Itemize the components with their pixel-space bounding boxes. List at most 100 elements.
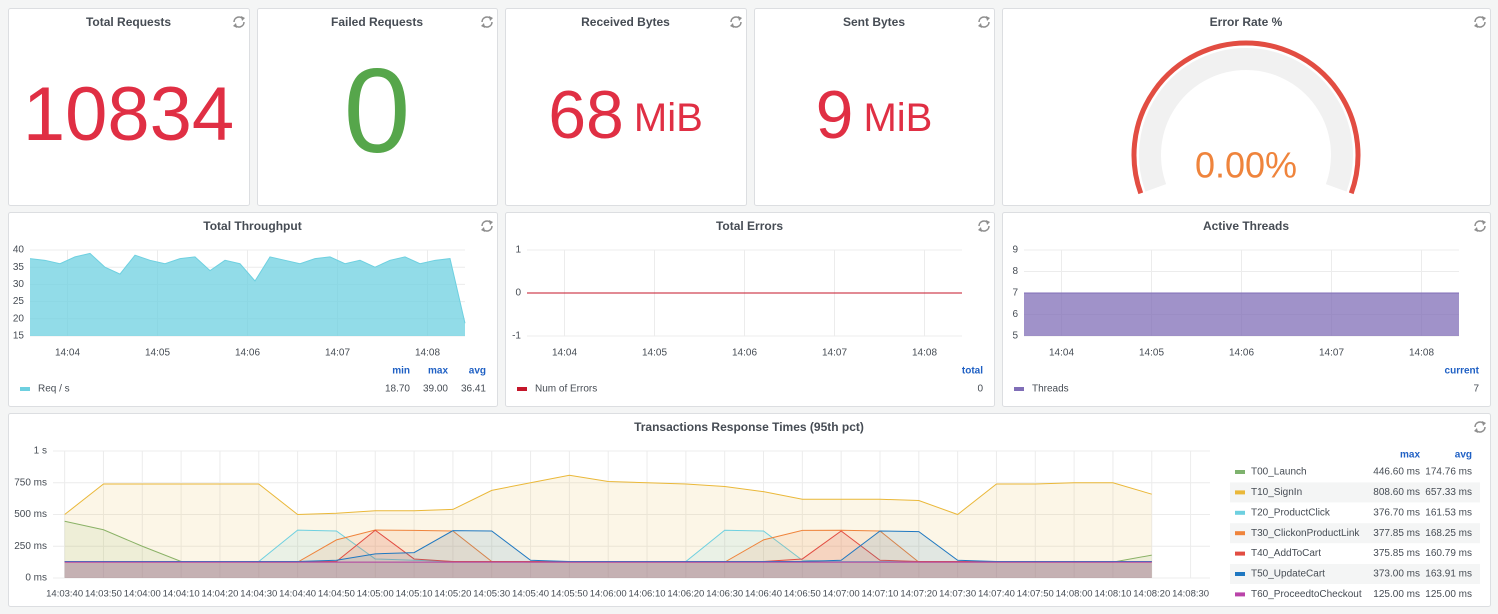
y-tick-label: 40 bbox=[13, 245, 25, 256]
legend-label: T60_ProceedtoCheckout bbox=[1251, 589, 1362, 600]
legend-label: Req / s bbox=[38, 384, 70, 395]
legend-header: avg bbox=[469, 366, 486, 377]
y-tick-label: 1 bbox=[515, 245, 521, 256]
x-tick-label: 14:05 bbox=[642, 348, 667, 359]
panel bbox=[8, 413, 1491, 607]
legend-value: 174.76 ms bbox=[1425, 467, 1472, 478]
y-tick-label: 15 bbox=[13, 331, 25, 342]
x-tick-label: 14:04:40 bbox=[279, 589, 316, 600]
stat-number: 10834 bbox=[23, 72, 234, 157]
x-tick-label: 14:06 bbox=[1229, 348, 1254, 359]
panel-title: Active Threads bbox=[1203, 219, 1289, 233]
refresh-head bbox=[986, 16, 990, 21]
series-line bbox=[64, 530, 1152, 562]
refresh-icon[interactable] bbox=[481, 220, 493, 232]
legend-swatch bbox=[1235, 510, 1245, 515]
legend-label: Num of Errors bbox=[535, 384, 597, 395]
x-tick-label: 14:05 bbox=[1139, 348, 1164, 359]
x-tick-label: 14:03:40 bbox=[46, 589, 83, 600]
refresh-head bbox=[233, 23, 237, 28]
refresh-head bbox=[241, 16, 245, 21]
stat-value: 9 MiB bbox=[816, 77, 933, 153]
y-tick-label: 5 bbox=[1012, 331, 1018, 342]
series-area bbox=[64, 530, 1152, 578]
legend-label: T10_SignIn bbox=[1251, 487, 1302, 498]
panel-title: Total Throughput bbox=[203, 219, 301, 233]
legend-label: T40_AddToCart bbox=[1251, 548, 1321, 559]
refresh-icon[interactable] bbox=[730, 16, 742, 28]
x-tick-label: 14:07:40 bbox=[978, 589, 1015, 600]
x-tick-label: 14:04 bbox=[55, 348, 80, 359]
series-area bbox=[64, 562, 1152, 578]
x-tick-label: 14:06:10 bbox=[629, 589, 666, 600]
x-tick-label: 14:05 bbox=[145, 348, 170, 359]
y-tick-label: 0 bbox=[515, 288, 521, 299]
refresh-head bbox=[489, 220, 493, 225]
legend-value: 125.00 ms bbox=[1425, 589, 1472, 600]
x-tick-label: 14:04:30 bbox=[240, 589, 277, 600]
panel-title: Transactions Response Times (95th pct) bbox=[634, 420, 864, 434]
legend-header: min bbox=[392, 366, 410, 377]
legend-swatch bbox=[1235, 592, 1245, 597]
refresh-head bbox=[1482, 220, 1486, 225]
refresh-icon[interactable] bbox=[1474, 421, 1486, 433]
y-tick-label: 8 bbox=[1012, 266, 1018, 277]
legend-value: 373.00 ms bbox=[1373, 569, 1420, 580]
series-area bbox=[64, 530, 1152, 578]
legend-swatch bbox=[1235, 572, 1245, 576]
series-line bbox=[64, 474, 1152, 516]
y-tick-label: 6 bbox=[1012, 309, 1018, 320]
stat-number: 0 bbox=[344, 44, 411, 178]
series-area bbox=[64, 530, 1152, 578]
x-tick-label: 14:06 bbox=[235, 348, 260, 359]
x-tick-label: 14:08 bbox=[1409, 348, 1434, 359]
series-area bbox=[30, 253, 465, 336]
gauge-label: 0.00% bbox=[1195, 145, 1297, 186]
stat-value: 10834 bbox=[23, 72, 234, 157]
x-tick-label: 14:08 bbox=[912, 348, 937, 359]
legend-label: T30_ClickonProductLink bbox=[1251, 528, 1360, 539]
legend-value: 376.70 ms bbox=[1373, 507, 1420, 518]
refresh-icon[interactable] bbox=[1474, 220, 1486, 232]
panel-title: Failed Requests bbox=[331, 15, 423, 29]
x-tick-label: 14:03:50 bbox=[85, 589, 122, 600]
x-tick-label: 14:05:50 bbox=[551, 589, 588, 600]
x-tick-label: 14:07 bbox=[325, 348, 350, 359]
refresh-icon[interactable] bbox=[481, 16, 493, 28]
refresh-head bbox=[1482, 421, 1486, 426]
stat-number: 68 bbox=[548, 77, 624, 153]
legend-row-bg bbox=[1230, 523, 1480, 544]
x-tick-label: 14:05:30 bbox=[473, 589, 510, 600]
panel bbox=[505, 212, 995, 407]
x-tick-label: 14:07:20 bbox=[900, 589, 937, 600]
refresh-icon[interactable] bbox=[978, 220, 990, 232]
x-tick-label: 14:07:50 bbox=[1017, 589, 1054, 600]
legend-value: 808.60 ms bbox=[1373, 487, 1420, 498]
legend-value: 39.00 bbox=[423, 384, 448, 395]
gauge-track bbox=[1139, 48, 1353, 192]
legend-value: 161.53 ms bbox=[1425, 507, 1472, 518]
gauge-threshold bbox=[1131, 40, 1361, 195]
refresh-icon[interactable] bbox=[1474, 16, 1486, 28]
series-area bbox=[64, 521, 1152, 578]
stat-number: 9 bbox=[816, 77, 854, 153]
refresh-icon[interactable] bbox=[978, 16, 990, 28]
legend-value: 7 bbox=[1473, 384, 1479, 395]
x-tick-label: 14:06 bbox=[732, 348, 757, 359]
legend-swatch bbox=[1014, 387, 1024, 391]
x-tick-label: 14:05:00 bbox=[357, 589, 394, 600]
x-tick-label: 14:07 bbox=[822, 348, 847, 359]
refresh-icon[interactable] bbox=[233, 16, 245, 28]
x-tick-label: 14:04 bbox=[1049, 348, 1074, 359]
refresh-head bbox=[978, 227, 982, 232]
x-tick-label: 14:04:50 bbox=[318, 589, 355, 600]
y-tick-label: 250 ms bbox=[14, 541, 47, 552]
refresh-head bbox=[489, 16, 493, 21]
panel bbox=[754, 8, 995, 206]
legend-header: max bbox=[1400, 450, 1420, 461]
x-tick-label: 14:06:00 bbox=[590, 589, 627, 600]
legend-header: max bbox=[428, 366, 448, 377]
legend-value: 36.41 bbox=[461, 384, 486, 395]
x-tick-label: 14:08 bbox=[415, 348, 440, 359]
